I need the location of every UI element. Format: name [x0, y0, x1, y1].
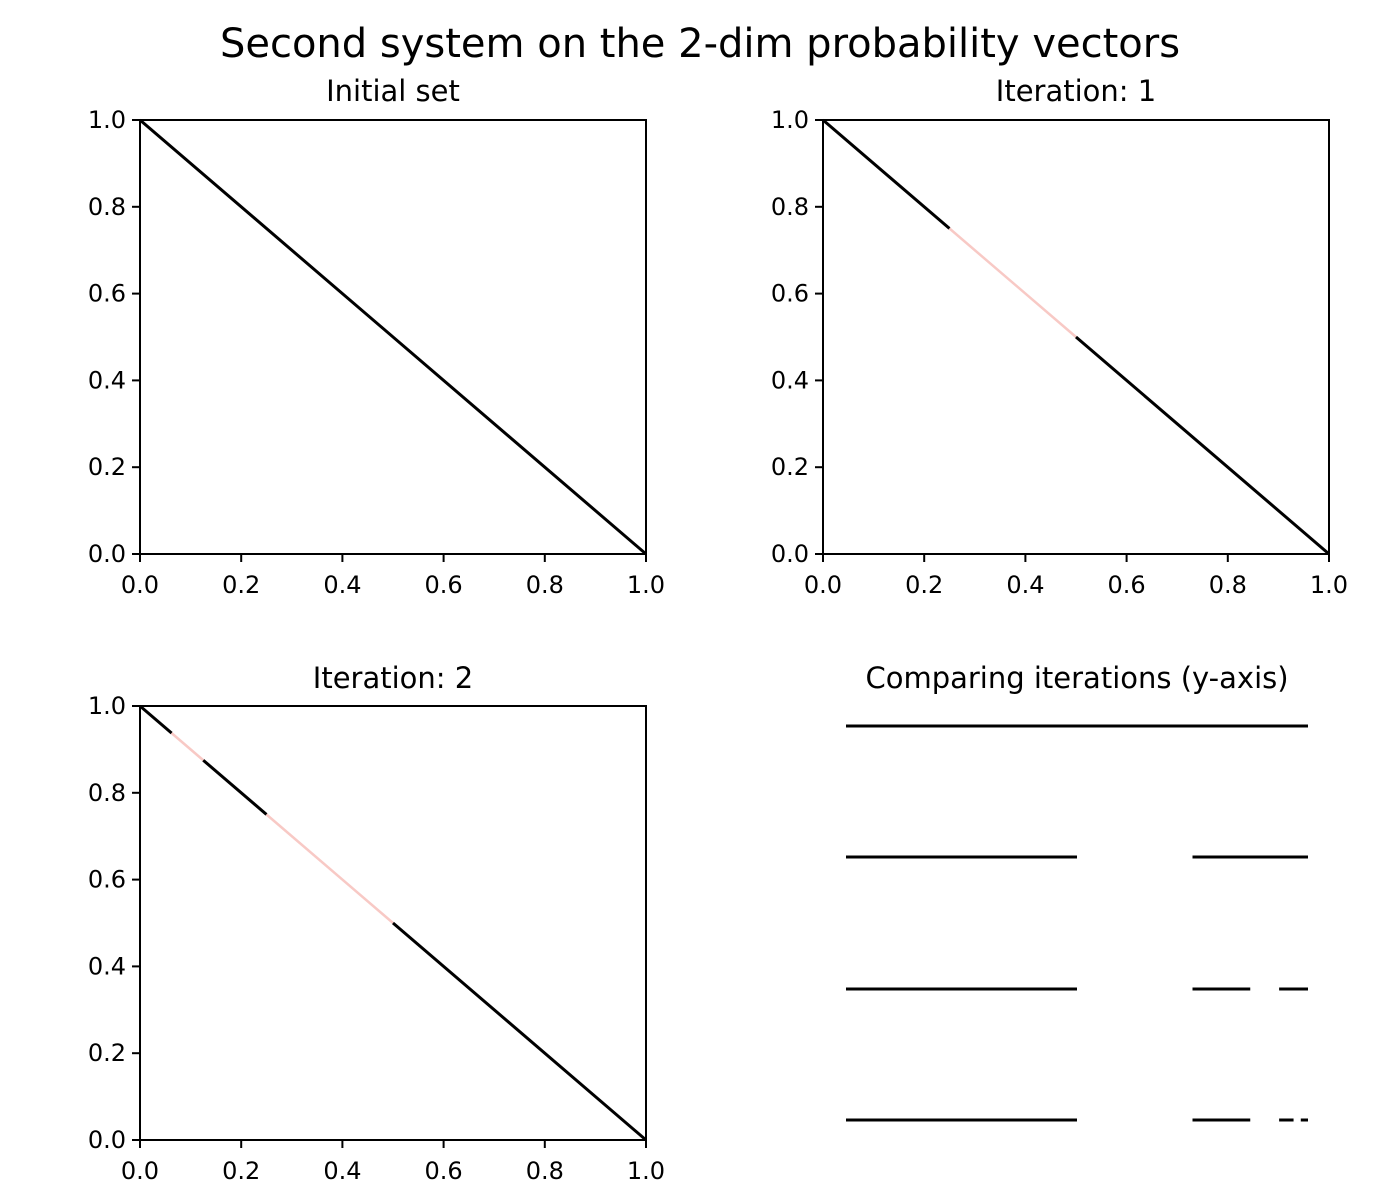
- y-tick-label: 1.0: [771, 106, 809, 134]
- y-tick-label: 0.2: [771, 453, 809, 481]
- x-tick-label: 0.0: [121, 571, 159, 599]
- kept-segment: [202, 759, 268, 816]
- subplot-title: Comparing iterations (y-axis): [865, 661, 1288, 695]
- subplot-1: Initial set 0.0 0.2 0.4 0.6 0.8 1.0 0.0 0.2 0.4 0.…: [88, 74, 665, 599]
- x-tick-label: 0.4: [323, 571, 361, 599]
- y-tick-label: 0.2: [88, 453, 126, 481]
- x-tick-label: 0.4: [1006, 571, 1044, 599]
- subplot-4: Comparing iterations (y-axis): [846, 661, 1308, 1122]
- kept-segment: [139, 118, 647, 556]
- x-tick-label: 0.2: [222, 1157, 260, 1185]
- removed-segment: [948, 227, 1077, 338]
- y-tick-label: 0.8: [88, 779, 126, 807]
- x-tick-label: 0.2: [222, 571, 260, 599]
- removed-segment: [265, 813, 394, 924]
- y-tick-label: 0.2: [88, 1039, 126, 1067]
- x-tick-label: 1.0: [627, 571, 665, 599]
- y-tick-label: 0.6: [88, 866, 126, 894]
- axes-frame: [139, 119, 647, 555]
- subplot-3: Iteration: 2 0.0 0.2 0.4 0.6 0.8 1.0 0.0 0.2 0.4 0…: [88, 661, 665, 1185]
- y-tick-label: 0.4: [88, 952, 126, 980]
- kept-segment: [392, 921, 647, 1142]
- x-tick-label: 0.0: [121, 1157, 159, 1185]
- x-tick-label: 0.6: [1108, 571, 1146, 599]
- x-tick-label: 0.6: [425, 571, 463, 599]
- figure-suptitle: Second system on the 2-dim probability v…: [220, 21, 1180, 67]
- axes-frame: [822, 119, 1330, 555]
- subplot-title: Initial set: [326, 74, 460, 108]
- x-tick-label: 0.6: [425, 1157, 463, 1185]
- x-tick-label: 0.8: [526, 1157, 564, 1185]
- kept-segment: [139, 704, 173, 735]
- x-tick-label: 0.2: [905, 571, 943, 599]
- x-tick-label: 1.0: [1310, 571, 1348, 599]
- subplot-title: Iteration: 1: [996, 74, 1156, 108]
- subplot-title: Iteration: 2: [313, 661, 473, 695]
- y-tick-label: 1.0: [88, 692, 126, 720]
- y-tick-label: 0.4: [88, 366, 126, 394]
- y-tick-label: 0.6: [88, 280, 126, 308]
- removed-segment: [170, 732, 205, 762]
- y-tick-label: 0.0: [88, 540, 126, 568]
- x-tick-label: 0.4: [323, 1157, 361, 1185]
- x-tick-label: 0.8: [526, 571, 564, 599]
- subplot-2: Iteration: 1 0.0 0.2 0.4 0.6 0.8 1.0 0.0 0.2 0.4 0…: [771, 74, 1348, 599]
- kept-segment: [1075, 335, 1330, 556]
- y-tick-label: 0.4: [771, 366, 809, 394]
- x-tick-label: 0.8: [1209, 571, 1247, 599]
- y-tick-label: 0.6: [771, 280, 809, 308]
- y-tick-label: 0.0: [88, 1126, 126, 1154]
- x-tick-label: 0.0: [804, 571, 842, 599]
- y-tick-label: 0.0: [771, 540, 809, 568]
- kept-segment: [822, 118, 951, 230]
- y-tick-label: 1.0: [88, 106, 126, 134]
- x-tick-label: 1.0: [627, 1157, 665, 1185]
- y-tick-label: 0.8: [88, 193, 126, 221]
- y-tick-label: 0.8: [771, 193, 809, 221]
- axes-frame: [139, 705, 647, 1141]
